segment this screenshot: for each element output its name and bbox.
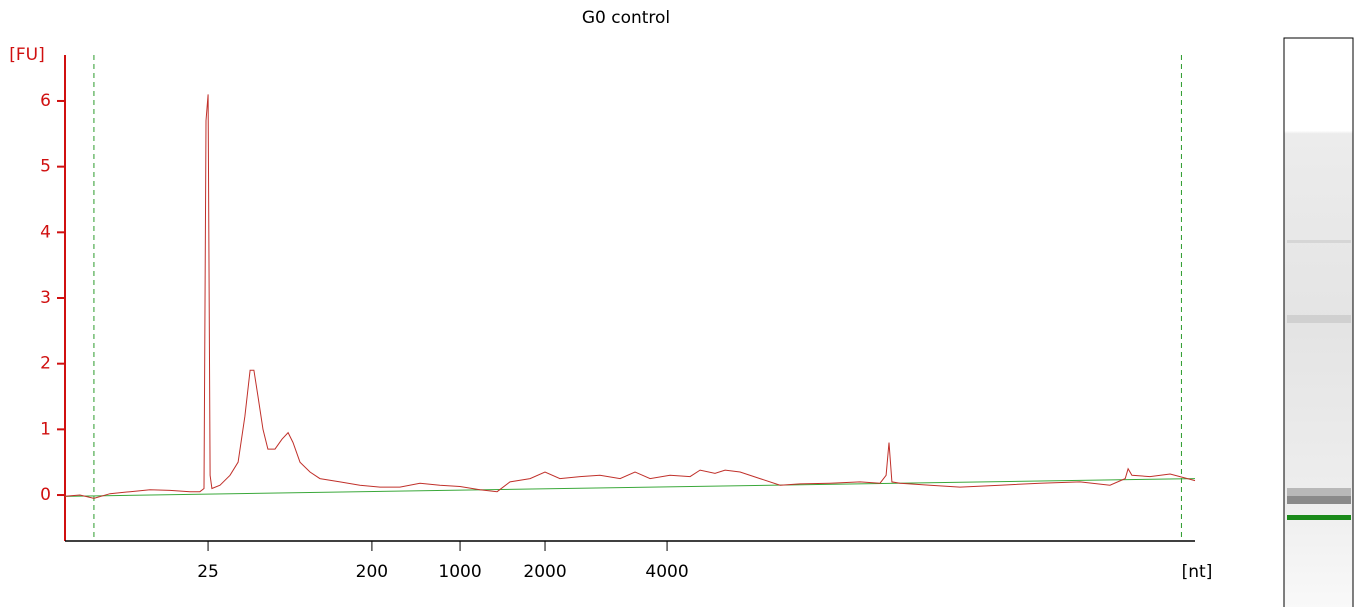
x-tick-label: 2000: [523, 562, 566, 582]
chart-title: G0 control: [582, 8, 670, 28]
x-axis-label: [nt]: [1182, 562, 1213, 582]
x-tick-label: 1000: [438, 562, 481, 582]
x-tick-label: 25: [197, 562, 219, 582]
baseline: [64, 478, 1196, 497]
x-tick-label: 200: [356, 562, 388, 582]
gel-lane: [1283, 37, 1354, 611]
y-tick-label: 0: [40, 485, 51, 505]
y-tick-label: 6: [40, 91, 51, 111]
x-tick-label: 4000: [645, 562, 688, 582]
y-axis-label: [FU]: [9, 45, 45, 65]
y-tick-label: 1: [40, 419, 51, 439]
y-tick-label: 4: [40, 222, 51, 242]
y-tick-label: 3: [40, 288, 51, 308]
y-tick-label: 5: [40, 157, 51, 177]
y-tick-label: 2: [40, 354, 51, 374]
trace-line: [64, 94, 1196, 499]
